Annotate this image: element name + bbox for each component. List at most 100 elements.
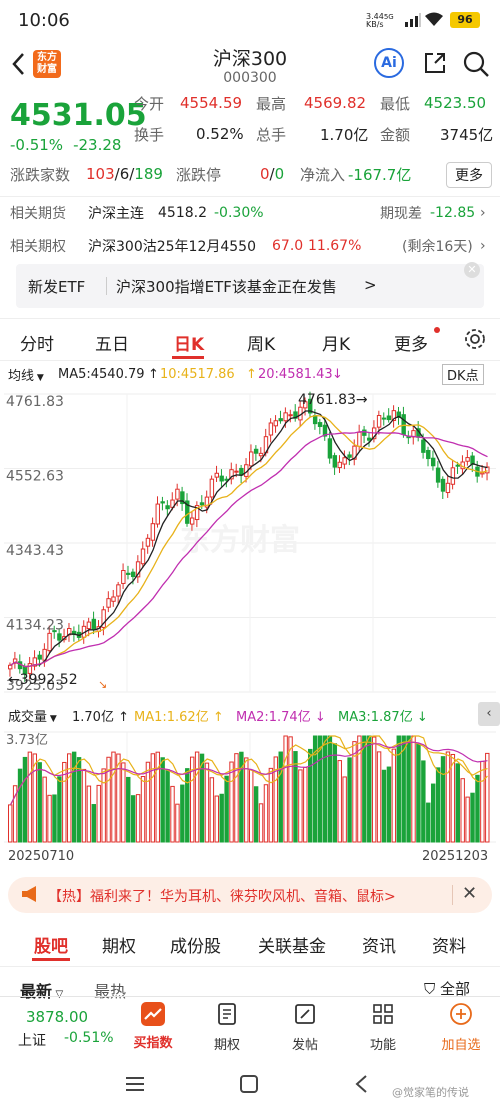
- high-value: 4569.82: [304, 94, 367, 112]
- futures-price: 4518.2: [158, 205, 207, 221]
- tab-stock-forum[interactable]: 股吧: [34, 937, 68, 957]
- tab-monthly-k[interactable]: 月K: [322, 335, 351, 355]
- vol-ma3-label: MA3:1.87亿 ↓: [338, 709, 428, 725]
- change-pct: -0.51%: [10, 136, 64, 154]
- tab-daily-k[interactable]: 日K: [174, 335, 205, 355]
- volume-bar: [106, 756, 111, 843]
- volume-bar: [249, 769, 254, 843]
- close-icon[interactable]: ✕: [464, 262, 480, 278]
- breadth-values: 103/6/189: [86, 165, 163, 183]
- tab-constituents[interactable]: 成份股: [170, 937, 221, 957]
- volume-bar: [160, 757, 165, 843]
- candle-body: [430, 457, 436, 467]
- volume-bar: [224, 775, 229, 843]
- volume-bar: [219, 793, 224, 843]
- grid-icon: [358, 1002, 408, 1030]
- price-axis-label: 4552.63: [6, 469, 64, 485]
- candle-body: [396, 411, 401, 418]
- volume-bar: [155, 751, 160, 843]
- candle-body: [150, 523, 156, 541]
- home-icon[interactable]: [238, 1073, 260, 1099]
- back-nav-icon[interactable]: [352, 1073, 372, 1099]
- close-icon[interactable]: ✕: [462, 883, 478, 904]
- dk-marker-icon: ↘: [98, 678, 107, 691]
- price-axis-label: 4761.83: [6, 394, 64, 410]
- share-icon[interactable]: [422, 50, 448, 80]
- tab-five-day[interactable]: 五日: [95, 335, 129, 355]
- tab-profile[interactable]: 资料: [432, 937, 466, 957]
- candle-body: [268, 422, 274, 436]
- ma-legend-bar: 均线 ▼ MA5:4540.79 ↑ 10:4517.86 ↑ 20:4581.…: [8, 363, 498, 385]
- ma-line-ma10: [10, 414, 488, 668]
- volume-bar: [126, 776, 131, 843]
- more-button[interactable]: 更多: [446, 162, 492, 188]
- candle-body: [155, 503, 160, 525]
- volume-bar: [175, 803, 180, 843]
- volume-bar: [121, 762, 126, 843]
- volume-bar: [91, 804, 97, 843]
- volume-bar: [37, 762, 42, 843]
- options-row[interactable]: 相关期权 沪深300沽25年12月4550 67.0 11.67% (剩余16天…: [10, 238, 486, 255]
- turnover-value: 0.52%: [196, 125, 244, 143]
- x-end-date: 20251203: [422, 849, 489, 864]
- menu-icon[interactable]: [124, 1074, 146, 1098]
- volume-bar: [180, 784, 185, 843]
- volume-bar: [455, 763, 460, 843]
- volume-bar: [470, 792, 475, 843]
- collapse-icon[interactable]: ‹: [478, 702, 500, 726]
- sse-index-value[interactable]: 3878.00: [26, 1008, 89, 1026]
- buy-index-button[interactable]: 买指数: [126, 1002, 180, 1051]
- tab-weekly-k[interactable]: 周K: [247, 335, 276, 355]
- kline-chart[interactable]: 东方财富 4761.83 4552.63 4343.43 4134.23 3925.03…: [0, 386, 500, 856]
- vol-ma2-label: MA2:1.74亿 ↓: [236, 709, 326, 725]
- volume-bar: [411, 735, 416, 843]
- futures-row[interactable]: 相关期货 沪深主连 4518.2 -0.30% 期现差 -12.85 ›: [10, 205, 486, 222]
- volume-bar: [278, 751, 283, 843]
- candle-body: [445, 482, 451, 494]
- promo-banner[interactable]: 【热】福利来了！华为耳机、徕芬吹风机、音箱、鼠标> ✕: [8, 877, 492, 913]
- chevron-right-icon: ›: [480, 205, 486, 221]
- candle-body: [303, 401, 308, 409]
- volume-bar: [396, 735, 401, 843]
- tab-related-funds[interactable]: 关联基金: [258, 937, 326, 957]
- megaphone-icon: [20, 884, 42, 908]
- volume-bar: [145, 761, 151, 843]
- candle-body: [57, 633, 62, 641]
- post-button[interactable]: 发帖: [280, 1002, 330, 1053]
- tab-intraday[interactable]: 分时: [20, 335, 54, 355]
- volume-bar: [337, 760, 342, 843]
- tab-more[interactable]: 更多: [394, 335, 428, 355]
- candle-body: [101, 609, 106, 628]
- dk-point-button[interactable]: DK点: [442, 363, 484, 385]
- option-price: 67.0: [272, 238, 304, 254]
- volume-bar: [185, 768, 190, 843]
- volume-bar: [263, 784, 269, 843]
- volume-bar: [421, 760, 426, 843]
- page-title: 沪深300: [212, 48, 288, 70]
- chart-watermark: 东方财富: [180, 523, 300, 558]
- ai-button[interactable]: Ai: [374, 48, 404, 78]
- tab-news[interactable]: 资讯: [362, 937, 396, 957]
- volume-bar: [22, 756, 28, 843]
- back-icon[interactable]: [10, 50, 28, 82]
- volume-bar: [450, 753, 456, 843]
- volume-axis-label: 3.73亿: [6, 733, 48, 748]
- volume-bar: [253, 786, 259, 843]
- candle-body: [86, 621, 92, 630]
- ma-type-dropdown[interactable]: 均线 ▼: [8, 368, 44, 384]
- etf-banner[interactable]: 新发ETF 沪深300指增ETF该基金正在发售 > ✕: [16, 262, 484, 308]
- candle-body: [426, 449, 431, 460]
- candle-body: [185, 500, 190, 524]
- filter-button[interactable]: ⛉ 全部: [424, 980, 471, 998]
- functions-button[interactable]: 功能: [358, 1002, 408, 1053]
- volume-bar: [426, 802, 431, 843]
- tab-options[interactable]: 期权: [102, 937, 136, 957]
- ma10-label: 10:4517.86: [160, 366, 235, 382]
- volume-type-dropdown[interactable]: 成交量 ▼: [8, 709, 57, 725]
- search-icon[interactable]: [462, 50, 490, 82]
- candle-body: [362, 429, 367, 436]
- options-nav-button[interactable]: 期权: [202, 1002, 252, 1053]
- futures-name: 沪深主连: [88, 206, 144, 222]
- settings-gear-icon[interactable]: [464, 328, 486, 355]
- add-watchlist-button[interactable]: 加自选: [436, 1002, 486, 1053]
